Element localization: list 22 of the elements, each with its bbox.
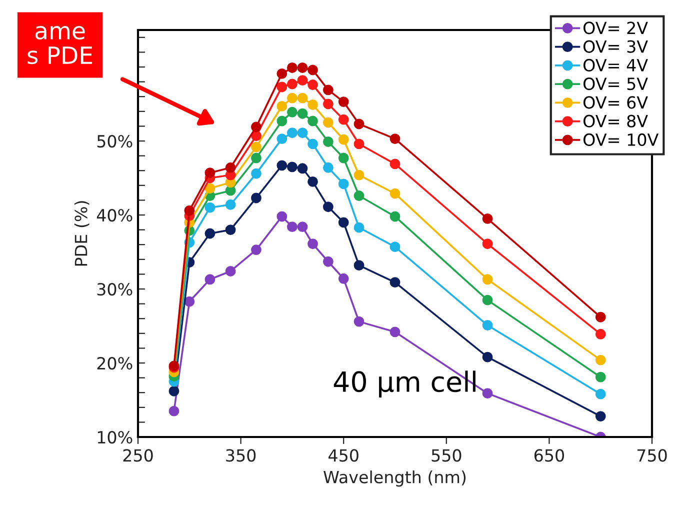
legend-label: OV= 10V [584,133,659,146]
y-tick-label: 30% [97,282,132,296]
legend-label: OV= 3V [584,40,648,53]
y-tick-label: 10% [98,430,132,444]
legend-label: OV= 5V [584,78,648,90]
x-tick-label: 550 [432,449,462,462]
legend-label: OV= 2V [584,22,648,34]
annotation: 40 μm cell [334,370,476,398]
y-axis-title: PDE (%) [74,201,90,266]
x-tick-label: 650 [534,449,564,462]
x-tick-label: 750 [637,449,667,462]
legend-label: OV= 4V [584,58,648,72]
legend-label: OV= 6V [584,96,648,109]
y-tick-label: 50% [97,134,132,148]
y-tick-label: 40% [96,208,132,222]
x-tick-label: 350 [226,449,256,462]
legend-label: OV= 8V [584,114,648,128]
x-axis-title: Wavelength (nm) [324,470,466,487]
text: ame s PDE [28,26,92,64]
x-tick-label: 250 [123,449,153,462]
x-tick-label: 450 [328,449,358,462]
y-tick-label: 20% [97,356,132,370]
